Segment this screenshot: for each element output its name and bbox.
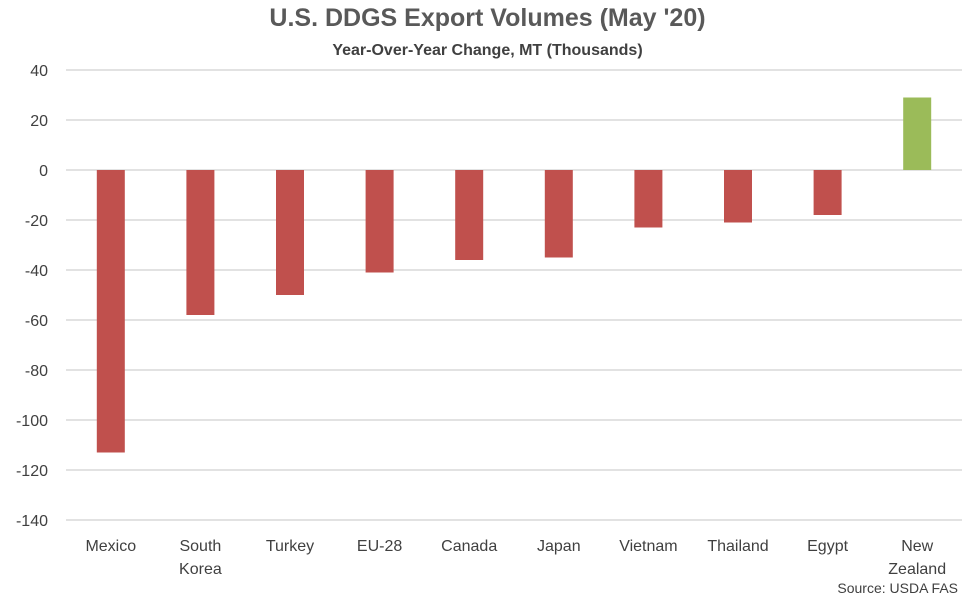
y-tick-label: -120 xyxy=(16,463,48,480)
x-tick-label: Vietnam xyxy=(619,538,677,555)
bar xyxy=(724,170,752,223)
bar xyxy=(455,170,484,260)
x-tick-label: Canada xyxy=(441,538,497,555)
x-tick-label-line: Mexico xyxy=(85,538,136,555)
y-tick-label: 20 xyxy=(30,113,48,130)
bar xyxy=(365,170,394,273)
x-tick-label-line: New xyxy=(901,538,933,555)
bar xyxy=(544,170,573,258)
x-tick-label-line: Egypt xyxy=(807,538,848,555)
y-tick-label: 40 xyxy=(30,63,48,80)
x-tick-label: Japan xyxy=(537,538,581,555)
x-tick-label-line: EU-28 xyxy=(357,538,402,555)
x-tick-label: EU-28 xyxy=(357,538,402,555)
y-tick-label: -60 xyxy=(25,313,48,330)
y-tick-label: -80 xyxy=(25,363,48,380)
x-tick-label: Mexico xyxy=(85,538,136,555)
bar xyxy=(186,170,215,315)
bar xyxy=(96,170,125,453)
x-tick-label-line: Canada xyxy=(441,538,497,555)
y-tick-label: -100 xyxy=(16,413,48,430)
x-tick-label-line: Turkey xyxy=(266,538,314,555)
chart-title: U.S. DDGS Export Volumes (May '20) xyxy=(269,4,706,32)
x-tick-label-line: Zealand xyxy=(888,561,946,578)
bar xyxy=(634,170,663,228)
y-tick-label: -140 xyxy=(16,513,48,530)
x-tick-label: New Zealand xyxy=(888,538,946,578)
x-axis-ticks: Mexico South Korea Turkey EU-28 Canada Japan Vi… xyxy=(85,538,946,578)
x-tick-label: South Korea xyxy=(179,538,222,578)
gridlines xyxy=(66,69,962,521)
chart-subtitle: Year-Over-Year Change, MT (Thousands) xyxy=(332,42,643,59)
y-tick-label: -20 xyxy=(25,213,48,230)
y-axis-ticks: 40 20 0 -20 -40 -60 -80 -100 -120 -140 xyxy=(16,63,48,530)
x-tick-label-line: Vietnam xyxy=(619,538,677,555)
bars xyxy=(96,97,932,453)
x-tick-label: Turkey xyxy=(266,538,314,555)
x-tick-label: Thailand xyxy=(707,538,768,555)
x-tick-label-line: Thailand xyxy=(707,538,768,555)
bar xyxy=(903,97,932,170)
bar xyxy=(813,170,842,215)
x-tick-label: Egypt xyxy=(807,538,848,555)
x-tick-label-line: South xyxy=(179,538,221,555)
y-tick-label: -40 xyxy=(25,263,48,280)
y-tick-label: 0 xyxy=(39,163,48,180)
x-tick-label-line: Japan xyxy=(537,538,581,555)
bar xyxy=(276,170,304,295)
x-tick-label-line: Korea xyxy=(179,561,222,578)
source-note: Source: USDA FAS xyxy=(837,580,958,596)
